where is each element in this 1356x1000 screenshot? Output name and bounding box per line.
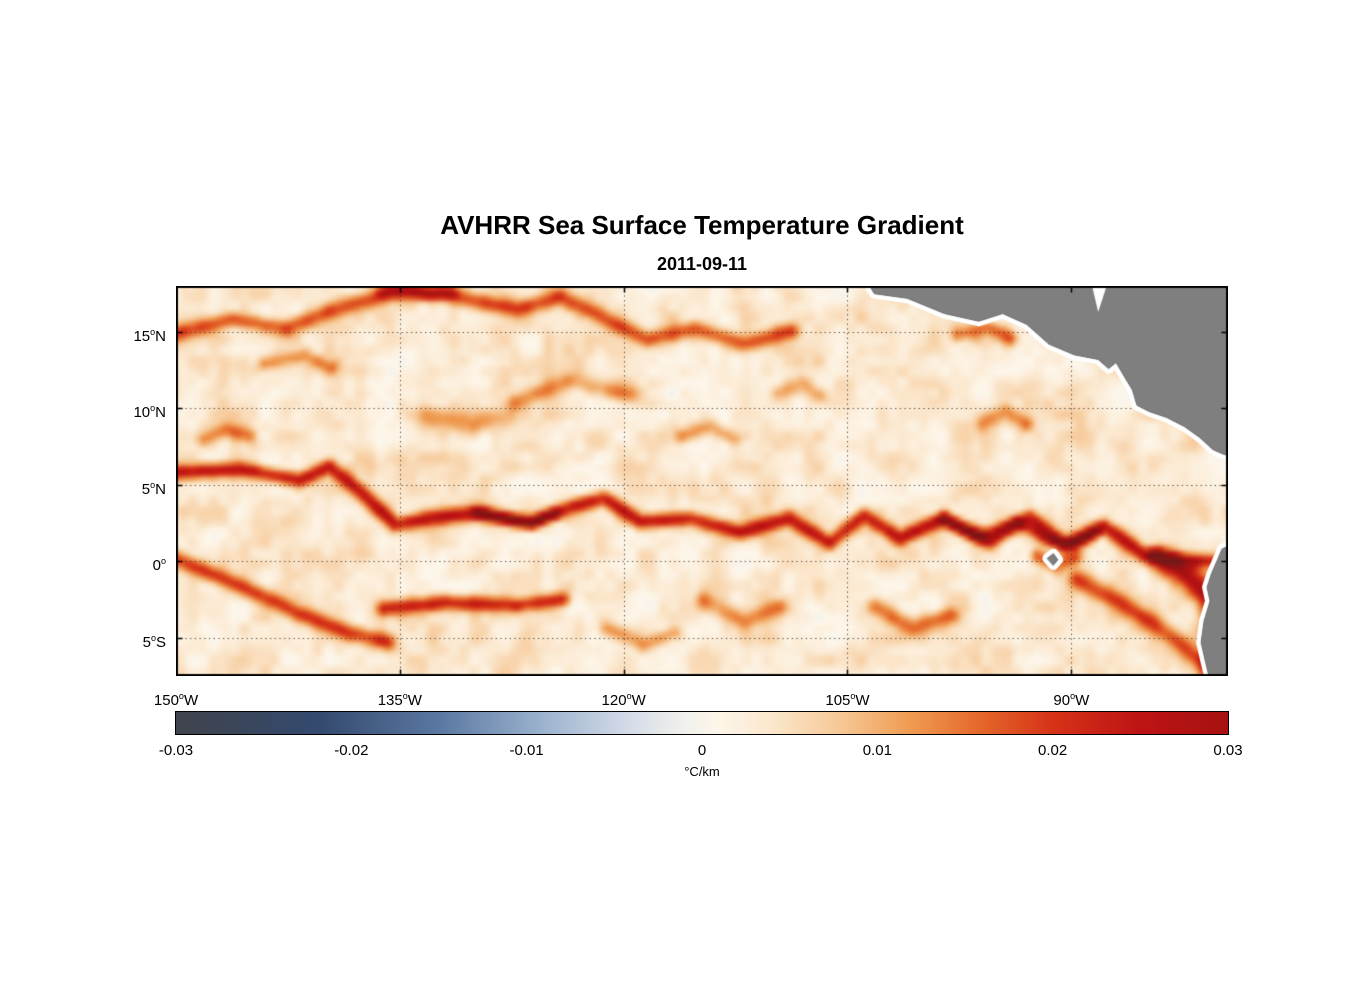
colorbar-tick-label: 0.01: [862, 742, 892, 759]
x-tick-label: 90oW: [1053, 691, 1090, 709]
colorbar-tick-label: 0.02: [1038, 742, 1068, 759]
x-tick-label: 135oW: [377, 691, 422, 709]
colorbar-tick-label: -0.02: [334, 742, 369, 759]
y-tick-label: 5oN: [141, 479, 166, 498]
colorbar-tick-label: 0.03: [1213, 742, 1243, 759]
chart-title: AVHRR Sea Surface Temperature Gradient: [440, 210, 964, 240]
y-tick-label: 15oN: [133, 326, 166, 345]
y-tick-label: 0o: [152, 556, 166, 575]
colorbar-tick-label: -0.03: [158, 742, 194, 759]
x-tick-label: 150oW: [153, 691, 199, 709]
sst-gradient-map-canvas: [176, 286, 1228, 676]
colorbar-gradient-canvas: [176, 712, 1228, 734]
x-tick-label: 120oW: [601, 691, 646, 709]
colorbar-tick-label: 0: [697, 742, 707, 759]
y-tick-label: 5oS: [142, 632, 166, 651]
colorbar-unit-label: °C/km: [684, 764, 720, 779]
colorbar: [175, 711, 1229, 735]
y-tick-label: 10oN: [133, 403, 166, 422]
chart-subtitle: 2011-09-11: [656, 254, 748, 274]
colorbar-tick-label: -0.01: [509, 742, 544, 759]
x-tick-label: 105oW: [825, 691, 870, 709]
